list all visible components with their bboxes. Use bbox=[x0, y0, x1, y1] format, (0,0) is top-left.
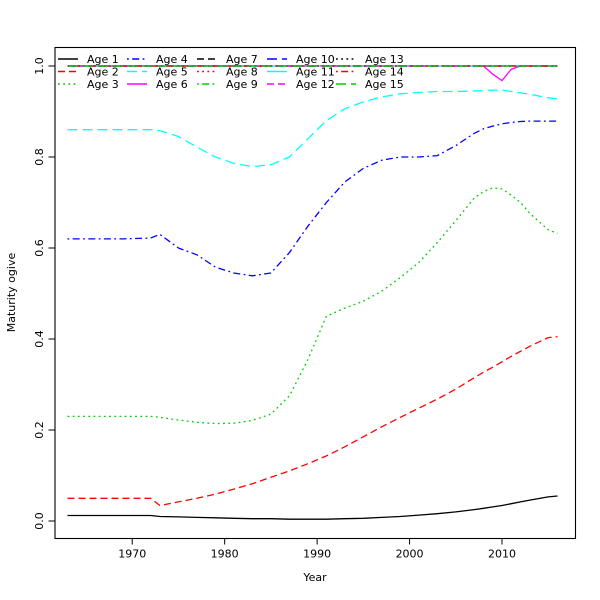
y-tick-label: 1.0 bbox=[33, 57, 46, 75]
series-layer bbox=[67, 65, 558, 520]
legend-label: Age 10 bbox=[296, 53, 335, 66]
legend-label: Age 14 bbox=[365, 65, 404, 78]
legend-label: Age 2 bbox=[87, 65, 119, 78]
legend-item-age-3: Age 3 bbox=[58, 78, 119, 91]
y-tick-label: 0.8 bbox=[33, 148, 46, 166]
series-line-age-5 bbox=[67, 89, 558, 168]
x-tick-label: 1970 bbox=[118, 548, 146, 561]
x-axis-title: Year bbox=[302, 571, 327, 584]
legend-item-age-7: Age 7 bbox=[197, 53, 258, 66]
legend-item-age-5: Age 5 bbox=[127, 65, 188, 78]
y-tick-label: 0.2 bbox=[33, 421, 46, 439]
legend-item-age-6: Age 6 bbox=[127, 78, 188, 91]
y-tick-label: 0.6 bbox=[33, 239, 46, 257]
legend-label: Age 6 bbox=[156, 78, 188, 91]
series-line-age-4 bbox=[67, 120, 558, 277]
legend-item-age-9: Age 9 bbox=[197, 78, 258, 91]
legend-item-age-12: Age 12 bbox=[267, 78, 335, 91]
series-line-age-1 bbox=[67, 495, 558, 520]
axes-layer: 1970 1980 1990 2000 2010 0.0 0.2 0.4 0.6 0.8 1.0 bbox=[33, 57, 516, 560]
series-line-age-2 bbox=[67, 336, 558, 507]
x-tick-label: 1990 bbox=[303, 548, 331, 561]
legend-label: Age 12 bbox=[296, 78, 335, 91]
legend-item-age-4: Age 4 bbox=[127, 53, 188, 66]
legend-label: Age 11 bbox=[296, 65, 335, 78]
legend-label: Age 4 bbox=[156, 53, 188, 66]
plot-border bbox=[54, 46, 577, 540]
legend-item-age-14: Age 14 bbox=[336, 65, 404, 78]
legend-label: Age 8 bbox=[226, 65, 258, 78]
legend-label: Age 13 bbox=[365, 53, 404, 66]
legend-label: Age 15 bbox=[365, 78, 404, 91]
legend-label: Age 3 bbox=[87, 78, 119, 91]
legend-label: Age 5 bbox=[156, 65, 188, 78]
legend-item-age-13: Age 13 bbox=[336, 53, 404, 66]
legend-label: Age 1 bbox=[87, 53, 119, 66]
y-axis-title: Maturity ogive bbox=[5, 253, 18, 333]
legend-label: Age 9 bbox=[226, 78, 258, 91]
x-tick-label: 1980 bbox=[211, 548, 239, 561]
legend-item-age-11: Age 11 bbox=[267, 65, 335, 78]
legend-item-age-15: Age 15 bbox=[336, 78, 404, 91]
series-line-age-3 bbox=[67, 187, 558, 425]
x-tick-label: 2000 bbox=[396, 548, 424, 561]
legend-item-age-8: Age 8 bbox=[197, 65, 258, 78]
legend-item-age-10: Age 10 bbox=[267, 53, 335, 66]
y-tick-label: 0.0 bbox=[33, 512, 46, 530]
legend-label: Age 7 bbox=[226, 53, 258, 66]
y-tick-label: 0.4 bbox=[33, 330, 46, 348]
x-tick-label: 2010 bbox=[488, 548, 516, 561]
legend-item-age-2: Age 2 bbox=[58, 65, 119, 78]
legend-item-age-1: Age 1 bbox=[58, 53, 119, 66]
